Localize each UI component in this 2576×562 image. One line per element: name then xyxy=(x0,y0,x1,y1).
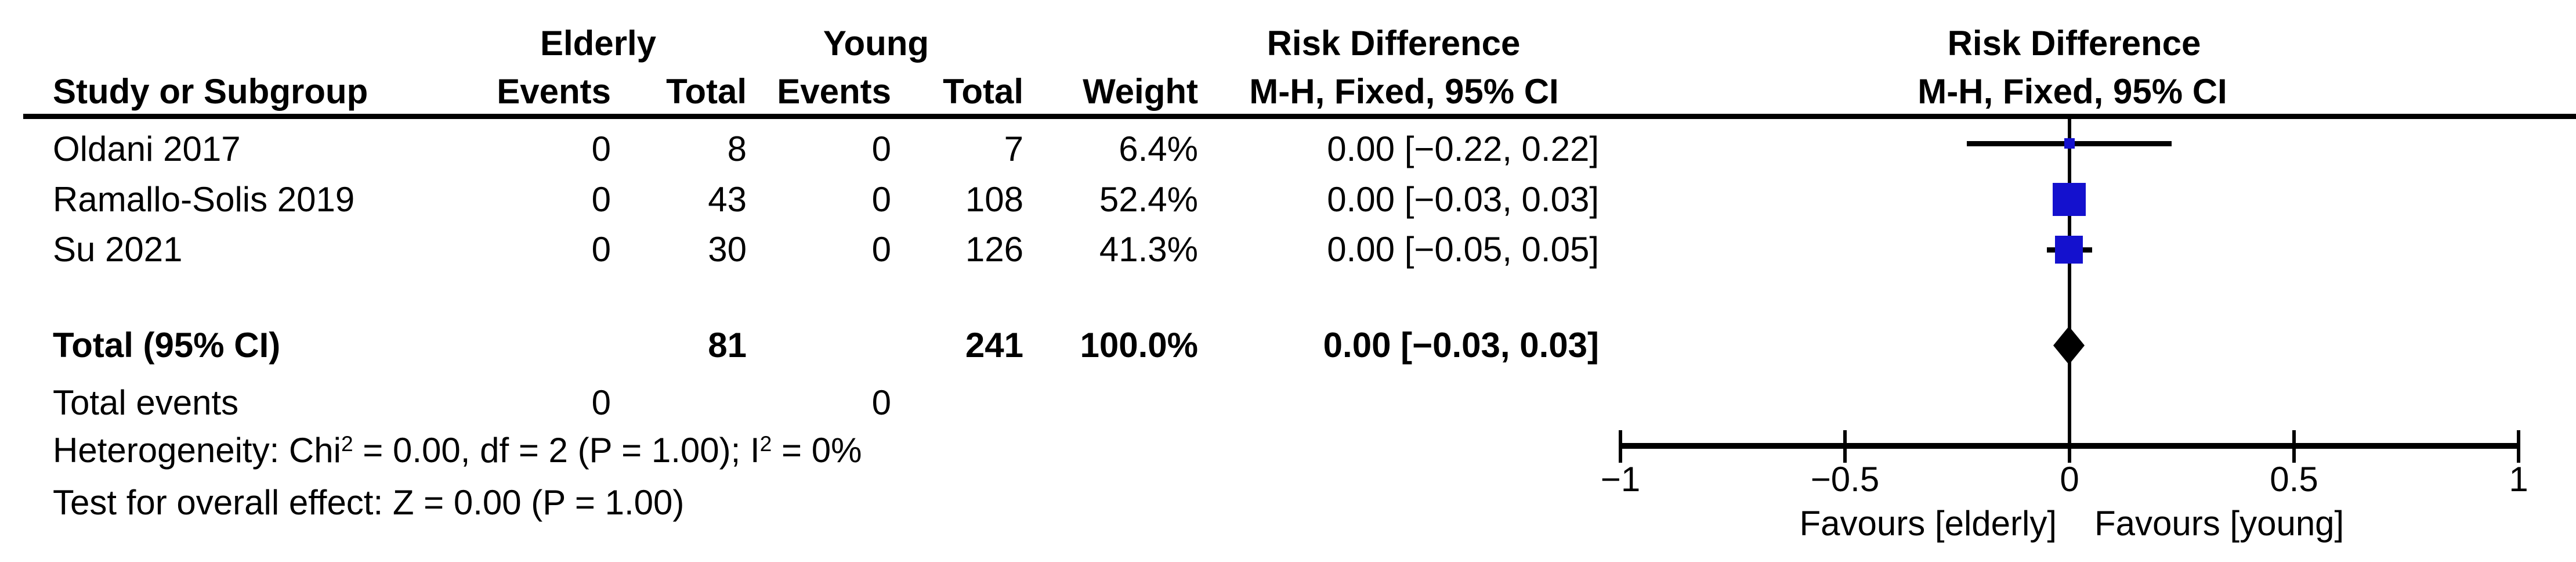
point-estimate-square-study-3 xyxy=(2055,236,2083,264)
x-axis-label-zero: 0 xyxy=(2060,460,2079,499)
study-weight: 52.4% xyxy=(1099,180,1198,219)
study-young-events: 0 xyxy=(871,129,891,168)
chi-squared-superscript: 2 xyxy=(341,431,353,456)
x-axis-label-pos05: 0.5 xyxy=(2270,460,2318,499)
study-ci-text: 0.00 [−0.03, 0.03] xyxy=(1327,180,1599,219)
point-estimate-square-study-1 xyxy=(2064,138,2075,149)
col-header-study: Study or Subgroup xyxy=(53,72,368,111)
x-axis-tick-neg05 xyxy=(1843,430,1847,463)
total-elderly-total: 81 xyxy=(708,326,747,365)
plot-header-method: M-H, Fixed, 95% CI xyxy=(1917,72,2227,111)
group-header-young: Young xyxy=(823,24,929,63)
heterogeneity-text: Heterogeneity: Chi2 = 0.00, df = 2 (P = … xyxy=(53,430,862,471)
point-estimate-square-study-2 xyxy=(2053,183,2086,216)
study-name: Ramallo-Solis 2019 xyxy=(53,180,355,219)
study-young-total: 126 xyxy=(965,230,1023,269)
favours-left-label: Favours [elderly] xyxy=(1799,504,2057,543)
plot-header-title: Risk Difference xyxy=(1947,24,2201,63)
group-header-elderly: Elderly xyxy=(540,24,657,63)
col-header-young-events: Events xyxy=(777,72,891,111)
study-ci-text: 0.00 [−0.22, 0.22] xyxy=(1327,129,1599,168)
study-young-total: 108 xyxy=(965,180,1023,219)
total-events-label: Total events xyxy=(53,383,239,422)
study-weight: 41.3% xyxy=(1099,230,1198,269)
total-events-young: 0 xyxy=(871,383,891,422)
total-young-total: 241 xyxy=(965,326,1023,365)
col-header-elderly-events: Events xyxy=(497,72,611,111)
total-label: Total (95% CI) xyxy=(53,326,281,365)
study-ci-text: 0.00 [−0.05, 0.05] xyxy=(1327,230,1599,269)
x-axis-tick-neg1 xyxy=(1619,430,1622,463)
study-elderly-events: 0 xyxy=(591,180,611,219)
col-header-effect-method: M-H, Fixed, 95% CI xyxy=(1249,72,1559,111)
study-elderly-events: 0 xyxy=(591,230,611,269)
study-name: Su 2021 xyxy=(53,230,183,269)
col-header-elderly-total: Total xyxy=(666,72,747,111)
favours-right-label: Favours [young] xyxy=(2094,504,2345,543)
header-separator-line xyxy=(23,114,2576,119)
total-events-elderly: 0 xyxy=(591,383,611,422)
total-weight: 100.0% xyxy=(1080,326,1199,365)
study-young-events: 0 xyxy=(871,180,891,219)
study-young-events: 0 xyxy=(871,230,891,269)
effect-header-title: Risk Difference xyxy=(1267,24,1521,63)
study-young-total: 7 xyxy=(1004,129,1023,168)
heterogeneity-post: = 0% xyxy=(772,431,862,470)
study-elderly-total: 43 xyxy=(708,180,747,219)
overall-effect-text: Test for overall effect: Z = 0.00 (P = 1… xyxy=(53,483,685,522)
study-elderly-total: 30 xyxy=(708,230,747,269)
heterogeneity-mid: = 0.00, df = 2 (P = 1.00); I xyxy=(353,431,760,470)
col-header-weight: Weight xyxy=(1083,72,1198,111)
x-axis-tick-zero xyxy=(2068,430,2071,463)
study-elderly-events: 0 xyxy=(591,129,611,168)
total-diamond xyxy=(2053,326,2085,365)
study-elderly-total: 8 xyxy=(727,129,747,168)
i-squared-superscript: 2 xyxy=(759,431,772,456)
x-axis-label-pos1: 1 xyxy=(2509,460,2528,499)
study-name: Oldani 2017 xyxy=(53,129,241,168)
x-axis-tick-pos05 xyxy=(2292,430,2296,463)
x-axis-label-neg1: −1 xyxy=(1600,460,1641,499)
x-axis-label-neg05: −0.5 xyxy=(1810,460,1880,499)
heterogeneity-pre: Heterogeneity: Chi xyxy=(53,431,341,470)
total-ci-text: 0.00 [−0.03, 0.03] xyxy=(1323,326,1599,365)
col-header-young-total: Total xyxy=(943,72,1023,111)
x-axis-tick-pos1 xyxy=(2517,430,2520,463)
study-weight: 6.4% xyxy=(1119,129,1198,168)
zero-line xyxy=(2068,119,2071,446)
